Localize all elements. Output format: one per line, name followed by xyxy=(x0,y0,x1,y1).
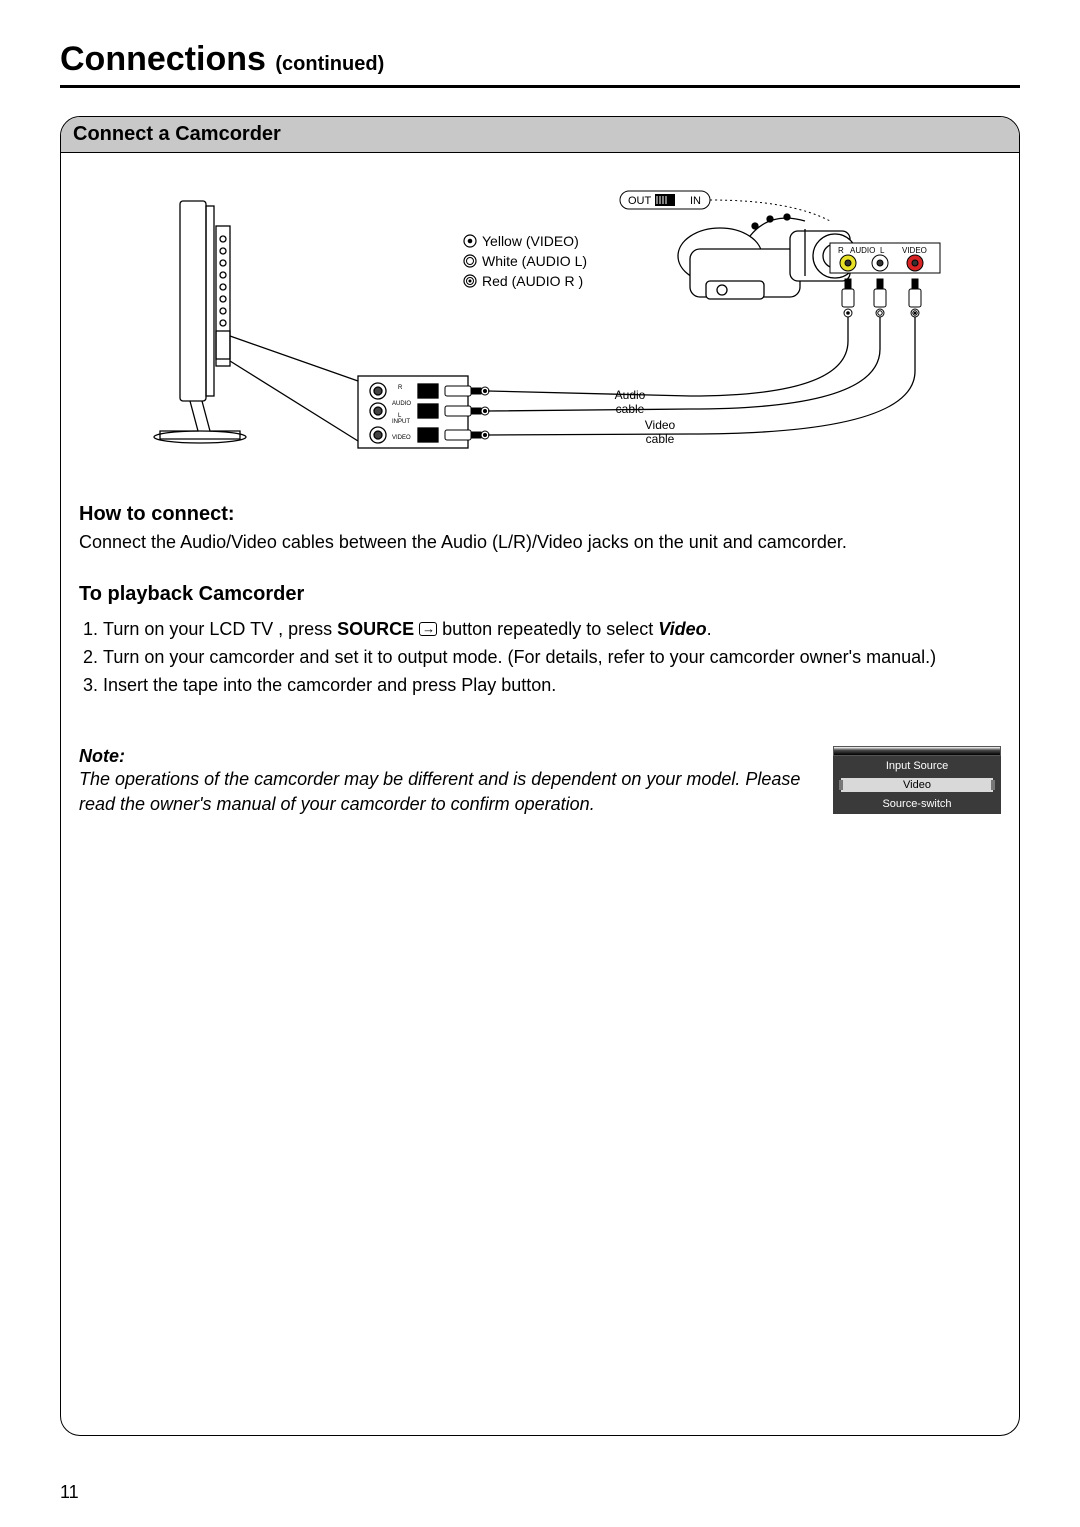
note-row: Note: The operations of the camcorder ma… xyxy=(79,746,1001,816)
osd-footer: Source-switch xyxy=(833,796,1001,814)
playback-steps: Turn on your LCD TV , press SOURCE butto… xyxy=(103,616,1001,698)
osd-top-bar xyxy=(833,746,1001,756)
av-panel-icon: R AUDIO L INPUT VIDEO xyxy=(358,376,489,448)
panel-header: Connect a Camcorder xyxy=(61,117,1019,153)
cable-legend: Yellow (VIDEO) White (AUDIO L) Red (AUDI… xyxy=(464,233,587,289)
svg-text:Yellow (VIDEO): Yellow (VIDEO) xyxy=(482,233,579,249)
step1-source-word: SOURCE xyxy=(337,619,414,639)
title-main: Connections xyxy=(60,40,266,78)
camcorder-plugs xyxy=(842,279,921,317)
svg-text:VIDEO: VIDEO xyxy=(902,246,927,255)
note-text: The operations of the camcorder may be d… xyxy=(79,767,803,816)
note-block: Note: The operations of the camcorder ma… xyxy=(79,746,803,816)
svg-text:IN: IN xyxy=(690,195,701,207)
camcorder-jacks: R AUDIO L VIDEO xyxy=(830,243,940,273)
how-to-connect-text: Connect the Audio/Video cables between t… xyxy=(79,530,1001,555)
source-icon xyxy=(419,622,437,636)
svg-text:AUDIO: AUDIO xyxy=(850,246,875,255)
panel-body: R AUDIO L INPUT VIDEO xyxy=(61,153,1019,834)
svg-text:White (AUDIO L): White (AUDIO L) xyxy=(482,253,587,269)
osd-selected: Video xyxy=(841,778,993,792)
playback-step-2: Turn on your camcorder and set it to out… xyxy=(103,644,1001,670)
step1-text-a: Turn on your LCD TV , press xyxy=(103,619,337,639)
svg-text:Video: Video xyxy=(645,418,676,432)
svg-text:VIDEO: VIDEO xyxy=(392,435,411,441)
out-in-switch-icon: OUT IN xyxy=(620,191,830,221)
diagram-svg: R AUDIO L INPUT VIDEO xyxy=(79,171,1001,491)
page-number: 11 xyxy=(60,1482,79,1503)
svg-text:R: R xyxy=(838,246,844,255)
svg-text:OUT: OUT xyxy=(628,195,652,207)
content-panel: Connect a Camcorder xyxy=(60,116,1020,1436)
svg-text:Red (AUDIO R ): Red (AUDIO R ) xyxy=(482,273,583,289)
cable-labels: Audio cable Video cable xyxy=(615,388,676,446)
svg-text:cable: cable xyxy=(646,432,675,446)
playback-step-1: Turn on your LCD TV , press SOURCE butto… xyxy=(103,616,1001,642)
svg-text:AUDIO: AUDIO xyxy=(392,401,411,407)
note-label: Note: xyxy=(79,746,803,767)
playback-heading: To playback Camcorder xyxy=(79,583,1001,606)
osd-input-source: Input Source Video Source-switch xyxy=(833,746,1001,814)
svg-text:R: R xyxy=(398,385,403,391)
step1-video-word: Video xyxy=(658,619,706,639)
svg-text:Audio: Audio xyxy=(615,388,646,402)
playback-step-3: Insert the tape into the camcorder and p… xyxy=(103,672,1001,698)
step1-text-e: . xyxy=(707,619,712,639)
svg-text:INPUT: INPUT xyxy=(392,419,410,425)
how-to-connect-heading: How to connect: xyxy=(79,503,1001,526)
connection-diagram: R AUDIO L INPUT VIDEO xyxy=(79,171,1001,491)
cable-paths xyxy=(488,317,915,435)
osd-title: Input Source xyxy=(833,756,1001,774)
title-sub: (continued) xyxy=(275,53,384,75)
page-title: Connections (continued) xyxy=(60,40,1020,88)
svg-text:cable: cable xyxy=(616,402,645,416)
step1-text-c: button repeatedly to select xyxy=(437,619,658,639)
tv-icon xyxy=(154,201,358,443)
svg-text:L: L xyxy=(880,246,885,255)
